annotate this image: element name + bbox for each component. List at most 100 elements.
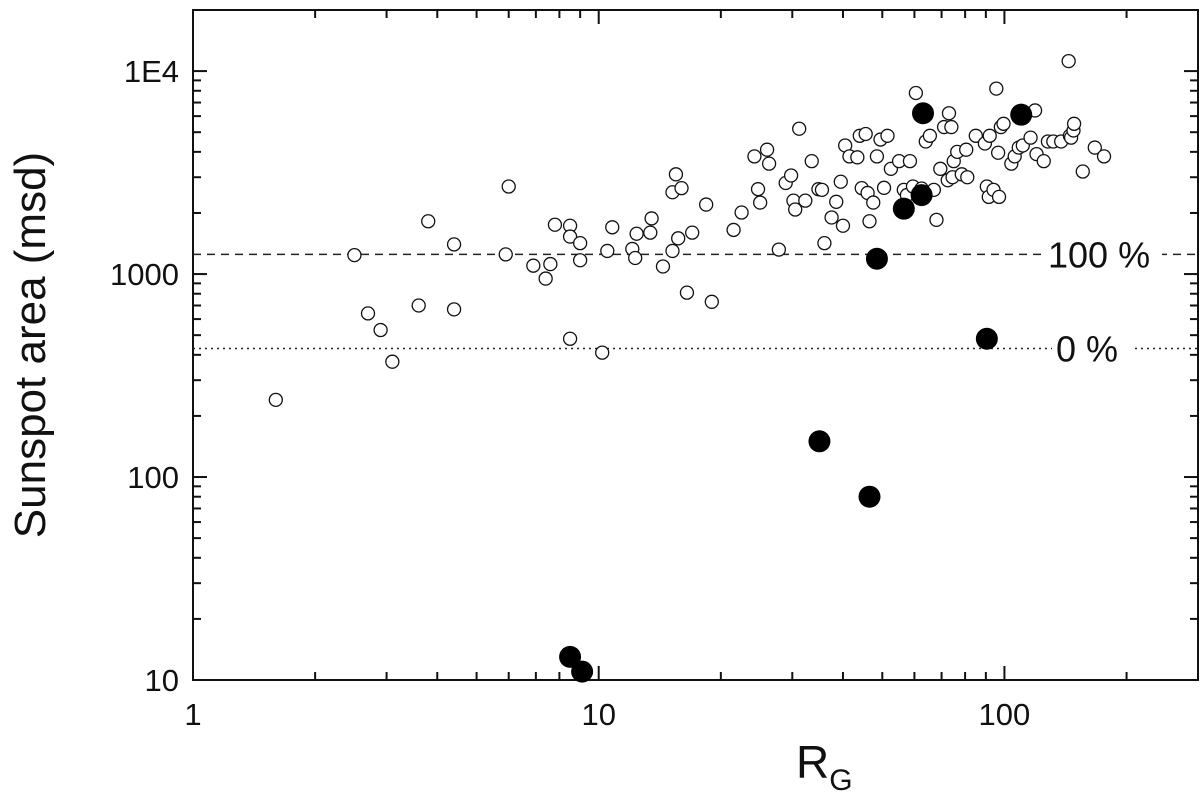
- plot-frame: [192, 9, 1199, 681]
- filled-data-point: [571, 660, 594, 683]
- open-data-point: [750, 182, 766, 197]
- reference-lines: 100 % 0 %: [193, 230, 1198, 369]
- open-data-point: [421, 214, 436, 229]
- open-data-point: [876, 180, 892, 195]
- open-data-point: [360, 306, 376, 321]
- open-data-point: [734, 205, 749, 220]
- open-data-point: [679, 285, 695, 300]
- open-data-point: [668, 167, 684, 182]
- filled-data-point: [808, 430, 831, 453]
- open-data-point: [869, 149, 885, 164]
- open-data-point: [982, 128, 997, 143]
- open-data-point: [960, 170, 975, 185]
- open-data-point: [562, 331, 578, 346]
- open-data-point: [572, 236, 588, 251]
- y-tick-label: 1E4: [124, 54, 179, 89]
- open-data-point: [833, 174, 848, 189]
- open-data-point: [862, 214, 877, 229]
- reference-label-background: [1044, 230, 1162, 275]
- open-data-point: [783, 168, 799, 183]
- open-data-point: [699, 197, 714, 212]
- open-data-point: [373, 322, 388, 338]
- open-data-point: [817, 236, 832, 251]
- open-data-point: [922, 128, 938, 143]
- open-data-point: [629, 226, 644, 241]
- open-data-point: [941, 106, 957, 121]
- x-tick-label: 100: [979, 697, 1031, 732]
- open-data-point: [1096, 149, 1112, 164]
- open-data-point: [944, 119, 959, 135]
- open-data-point: [726, 222, 741, 238]
- open-data-point: [1075, 164, 1090, 179]
- filled-data-point: [912, 102, 935, 125]
- open-data-point: [908, 85, 924, 101]
- open-data-point: [1061, 53, 1076, 69]
- open-data-point: [411, 298, 426, 313]
- open-data-point: [968, 128, 983, 143]
- y-tick-label: 100: [127, 460, 179, 495]
- open-data-point: [446, 302, 462, 317]
- filled-data-point: [910, 184, 933, 207]
- open-data-point: [572, 253, 588, 268]
- filled-data-point: [975, 327, 998, 350]
- open-data-point: [538, 271, 553, 286]
- y-axis-title: Sunspot area (msd): [6, 152, 55, 538]
- open-data-point: [989, 81, 1004, 96]
- open-data-point: [798, 193, 813, 208]
- filled-data-point: [892, 197, 915, 220]
- open-data-point: [824, 210, 839, 225]
- open-data-point: [1023, 130, 1038, 145]
- open-data-point: [929, 212, 944, 227]
- open-data-point: [829, 194, 844, 209]
- filled-data-point: [1010, 103, 1033, 126]
- open-data-point: [385, 354, 400, 369]
- open-data-point: [996, 116, 1011, 131]
- open-data-point: [835, 218, 851, 233]
- open-data-point: [605, 220, 620, 235]
- open-data-point: [792, 121, 807, 136]
- filled-data-point: [865, 247, 888, 270]
- x-tick-label: 10: [581, 697, 615, 732]
- open-data-point: [933, 161, 948, 176]
- open-data-point: [991, 189, 1007, 205]
- reference-label-background: [1052, 324, 1132, 369]
- open-data-point: [858, 126, 873, 142]
- open-data-point: [1036, 154, 1051, 169]
- open-data-point: [498, 247, 513, 262]
- open-data-point: [643, 225, 658, 240]
- plot-border: [192, 9, 1199, 681]
- open-data-point: [704, 294, 719, 309]
- filled-data-point: [858, 485, 881, 508]
- open-data-point: [671, 231, 686, 246]
- open-data-point: [1066, 116, 1082, 131]
- open-data-point: [788, 202, 803, 217]
- x-tick-label: 1: [184, 697, 201, 732]
- open-data-point: [990, 145, 1006, 160]
- open-circle-series: [268, 53, 1112, 408]
- open-data-point: [814, 182, 830, 197]
- open-data-point: [595, 345, 610, 360]
- y-tick-label: 10: [145, 663, 179, 698]
- open-data-point: [543, 256, 558, 272]
- x-axis-title-subscript: G: [829, 764, 852, 793]
- open-data-point: [547, 217, 563, 232]
- open-data-point: [866, 195, 881, 210]
- open-data-point: [1087, 140, 1102, 155]
- reference-line-label: 0 %: [1056, 328, 1118, 369]
- x-axis-title-main: R: [796, 736, 829, 788]
- open-data-point: [526, 258, 541, 273]
- open-data-point: [644, 211, 659, 226]
- open-data-point: [685, 225, 700, 240]
- open-data-point: [959, 142, 974, 157]
- open-data-point: [880, 128, 895, 143]
- x-axis-title: RG: [796, 736, 853, 793]
- open-data-point: [753, 195, 768, 210]
- open-data-point: [747, 149, 762, 164]
- open-data-point: [850, 150, 865, 165]
- filled-data-point: [559, 645, 582, 668]
- open-data-point: [665, 243, 680, 259]
- open-data-point: [902, 154, 918, 169]
- open-data-point: [771, 242, 787, 257]
